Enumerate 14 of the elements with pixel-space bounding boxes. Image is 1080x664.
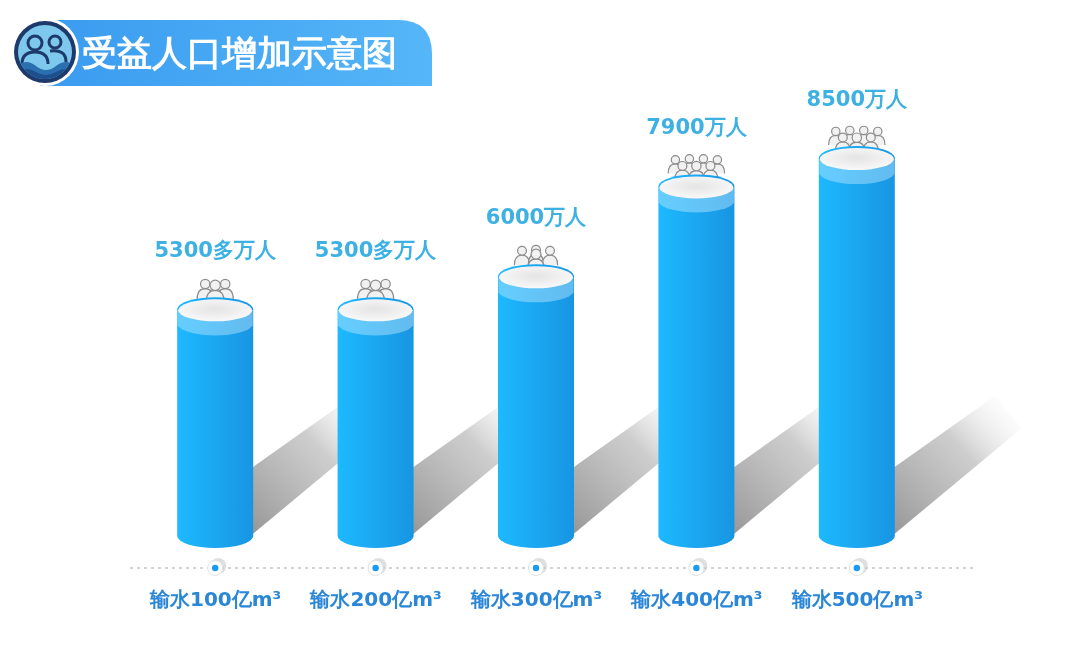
bar (658, 174, 735, 548)
bar (498, 264, 574, 548)
data-label: 6000万人 (485, 205, 588, 230)
bar (818, 146, 895, 548)
data-label: 7900万人 (646, 115, 748, 140)
x-tick-label: 输水300亿m³ (469, 587, 603, 612)
x-tick-label: 输水200亿m³ (309, 587, 442, 612)
chart-title: 受益人口增加示意图 (82, 33, 397, 73)
data-label: 5300多万人 (314, 238, 438, 263)
x-tick-label: 输水400亿m³ (630, 587, 763, 612)
data-label: 8500万人 (806, 87, 909, 111)
data-label: 5300多万人 (154, 238, 277, 263)
x-tick-label: 输水100亿m³ (149, 587, 282, 612)
x-tick-label: 输水500亿m³ (790, 587, 923, 612)
